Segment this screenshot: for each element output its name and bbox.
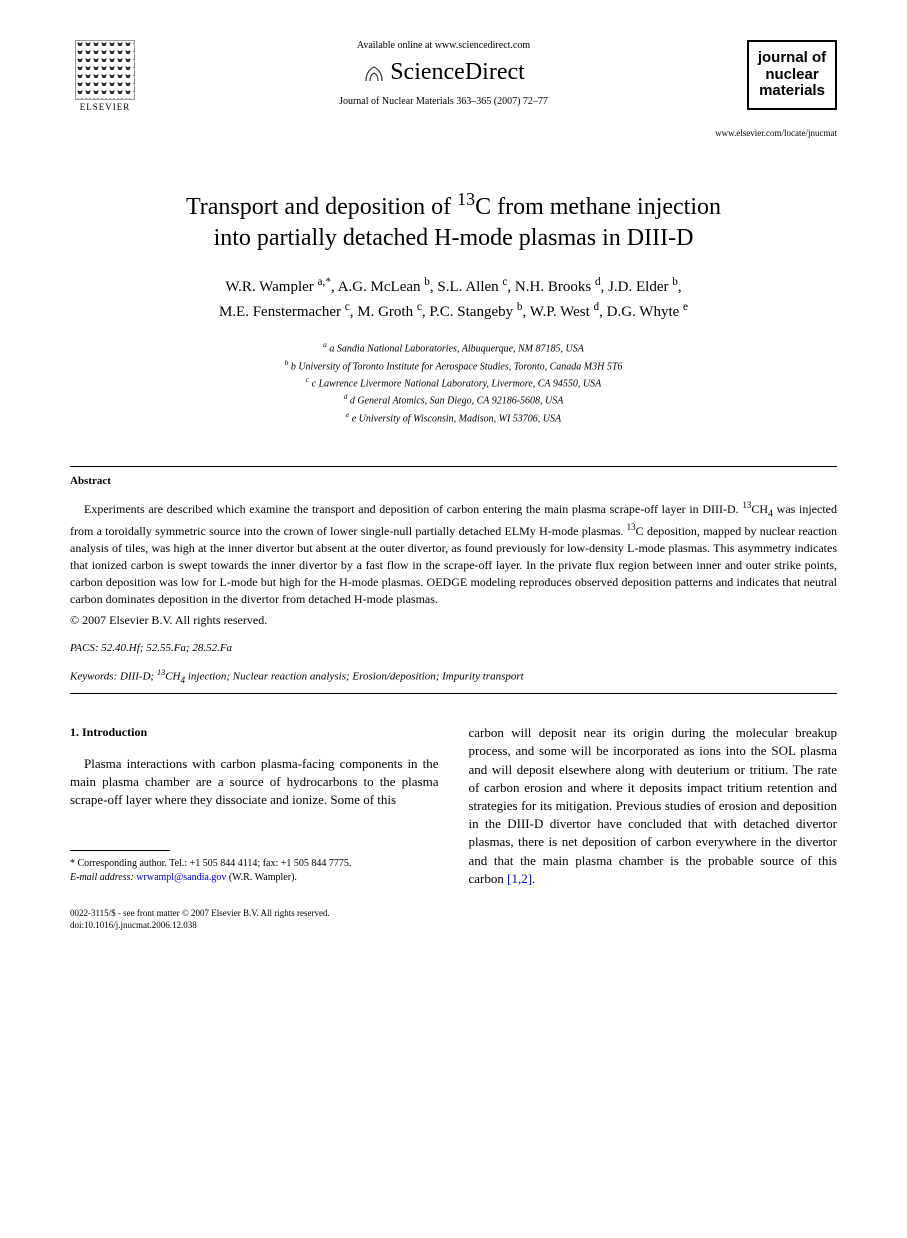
header-row: ELSEVIER Available online at www.science…: [70, 40, 837, 120]
center-header: Available online at www.sciencedirect.co…: [140, 40, 747, 107]
affiliation-a: a a Sandia National Laboratories, Albuqu…: [70, 339, 837, 356]
two-column-body: 1. Introduction Plasma interactions with…: [70, 724, 837, 888]
email-link[interactable]: wrwampl@sandia.gov: [136, 872, 226, 883]
intro-heading: 1. Introduction: [70, 724, 439, 741]
title-part2: into partially detached H-mode plasmas i…: [214, 225, 694, 251]
abstract-text: Experiments are described which examine …: [70, 499, 837, 607]
divider-bottom: [70, 693, 837, 694]
authors-list: W.R. Wampler a,*, A.G. McLean b, S.L. Al…: [70, 274, 837, 323]
footnote-divider: [70, 850, 170, 851]
sciencedirect-brand: ScienceDirect: [160, 59, 727, 86]
elsevier-label: ELSEVIER: [80, 102, 131, 112]
title-part1: Transport and deposition of: [186, 194, 457, 220]
affiliation-c: c c Lawrence Livermore National Laborato…: [70, 374, 837, 391]
journal-box-wrapper: journal of nuclear materials: [747, 40, 837, 110]
intro-col2-text: carbon will deposit near its origin duri…: [469, 725, 838, 886]
email-line: E-mail address: wrwampl@sandia.gov (W.R.…: [70, 871, 439, 885]
affiliations: a a Sandia National Laboratories, Albuqu…: [70, 339, 837, 426]
sciencedirect-icon: [362, 61, 386, 85]
affiliation-e: e e University of Wisconsin, Madison, WI…: [70, 409, 837, 426]
email-suffix: (W.R. Wampler).: [229, 872, 297, 883]
pacs-line: PACS: 52.40.Hf; 52.55.Fa; 28.52.Fa: [70, 642, 837, 654]
journal-box-line3: materials: [755, 83, 829, 100]
issn-line: 0022-3115/$ - see front matter © 2007 El…: [70, 908, 837, 920]
footer-info: 0022-3115/$ - see front matter © 2007 El…: [70, 908, 837, 931]
keywords-line: Keywords: DIII-D; 13CH4 injection; Nucle…: [70, 668, 837, 685]
abstract-heading: Abstract: [70, 475, 837, 487]
left-column: 1. Introduction Plasma interactions with…: [70, 724, 439, 888]
intro-para-left: Plasma interactions with carbon plasma-f…: [70, 755, 439, 810]
corresponding-tel: * Corresponding author. Tel.: +1 505 844…: [70, 857, 439, 871]
affiliation-b: b b University of Toronto Institute for …: [70, 357, 837, 374]
elsevier-tree-icon: [75, 40, 135, 100]
intro-para-right: carbon will deposit near its origin duri…: [469, 724, 838, 888]
journal-citation: Journal of Nuclear Materials 363–365 (20…: [160, 96, 727, 107]
available-online-text: Available online at www.sciencedirect.co…: [160, 40, 727, 51]
email-label: E-mail address:: [70, 872, 134, 883]
keywords-label: Keywords:: [70, 671, 117, 683]
journal-box-line2: nuclear: [755, 67, 829, 84]
right-column: carbon will deposit near its origin duri…: [469, 724, 838, 888]
affiliation-d: d d General Atomics, San Diego, CA 92186…: [70, 391, 837, 408]
title-sup: 13: [457, 189, 475, 209]
corresponding-author-footnote: * Corresponding author. Tel.: +1 505 844…: [70, 857, 439, 885]
journal-box-line1: journal of: [755, 50, 829, 67]
article-title: Transport and deposition of 13C from met…: [70, 188, 837, 254]
divider-top: [70, 466, 837, 467]
intro-col2-end: .: [532, 871, 535, 886]
title-part1b: C from methane injection: [475, 194, 721, 220]
copyright: © 2007 Elsevier B.V. All rights reserved…: [70, 613, 837, 628]
pacs-label: PACS:: [70, 642, 99, 654]
sciencedirect-text: ScienceDirect: [390, 59, 525, 86]
elsevier-logo: ELSEVIER: [70, 40, 140, 120]
journal-url[interactable]: www.elsevier.com/locate/jnucmat: [70, 128, 837, 138]
ref-link-1-2[interactable]: [1,2]: [507, 871, 532, 886]
doi-line: doi:10.1016/j.jnucmat.2006.12.038: [70, 920, 837, 932]
journal-box: journal of nuclear materials: [747, 40, 837, 110]
pacs-codes: 52.40.Hf; 52.55.Fa; 28.52.Fa: [101, 642, 232, 654]
